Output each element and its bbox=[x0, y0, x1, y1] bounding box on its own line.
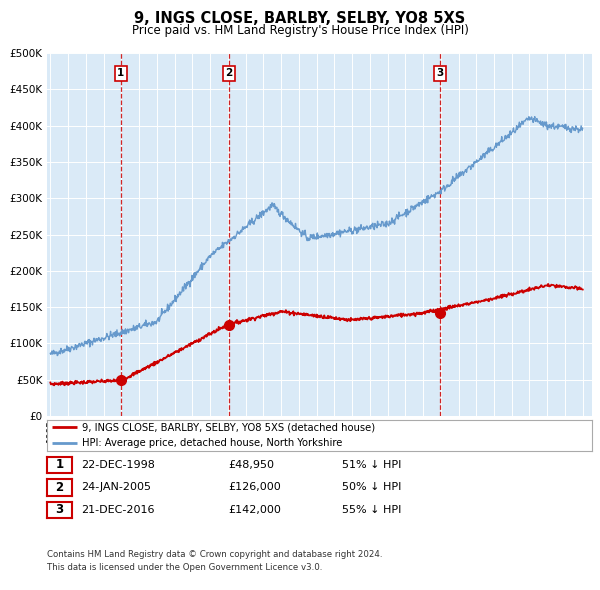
Text: £126,000: £126,000 bbox=[228, 483, 281, 492]
Text: This data is licensed under the Open Government Licence v3.0.: This data is licensed under the Open Gov… bbox=[47, 563, 322, 572]
Text: 1: 1 bbox=[55, 458, 64, 471]
Text: 55% ↓ HPI: 55% ↓ HPI bbox=[342, 505, 401, 514]
Text: Price paid vs. HM Land Registry's House Price Index (HPI): Price paid vs. HM Land Registry's House … bbox=[131, 24, 469, 37]
Text: £142,000: £142,000 bbox=[228, 505, 281, 514]
Text: HPI: Average price, detached house, North Yorkshire: HPI: Average price, detached house, Nort… bbox=[82, 438, 343, 448]
Text: Contains HM Land Registry data © Crown copyright and database right 2024.: Contains HM Land Registry data © Crown c… bbox=[47, 550, 382, 559]
Text: 21-DEC-2016: 21-DEC-2016 bbox=[81, 505, 155, 514]
Text: 3: 3 bbox=[55, 503, 64, 516]
Text: 1: 1 bbox=[117, 68, 124, 78]
Text: 2: 2 bbox=[55, 481, 64, 494]
Text: 9, INGS CLOSE, BARLBY, SELBY, YO8 5XS: 9, INGS CLOSE, BARLBY, SELBY, YO8 5XS bbox=[134, 11, 466, 25]
Text: 22-DEC-1998: 22-DEC-1998 bbox=[81, 460, 155, 470]
Text: £48,950: £48,950 bbox=[228, 460, 274, 470]
Text: 2: 2 bbox=[226, 68, 233, 78]
Text: 3: 3 bbox=[437, 68, 444, 78]
Text: 50% ↓ HPI: 50% ↓ HPI bbox=[342, 483, 401, 492]
Text: 24-JAN-2005: 24-JAN-2005 bbox=[81, 483, 151, 492]
Text: 51% ↓ HPI: 51% ↓ HPI bbox=[342, 460, 401, 470]
Text: 9, INGS CLOSE, BARLBY, SELBY, YO8 5XS (detached house): 9, INGS CLOSE, BARLBY, SELBY, YO8 5XS (d… bbox=[82, 422, 376, 432]
